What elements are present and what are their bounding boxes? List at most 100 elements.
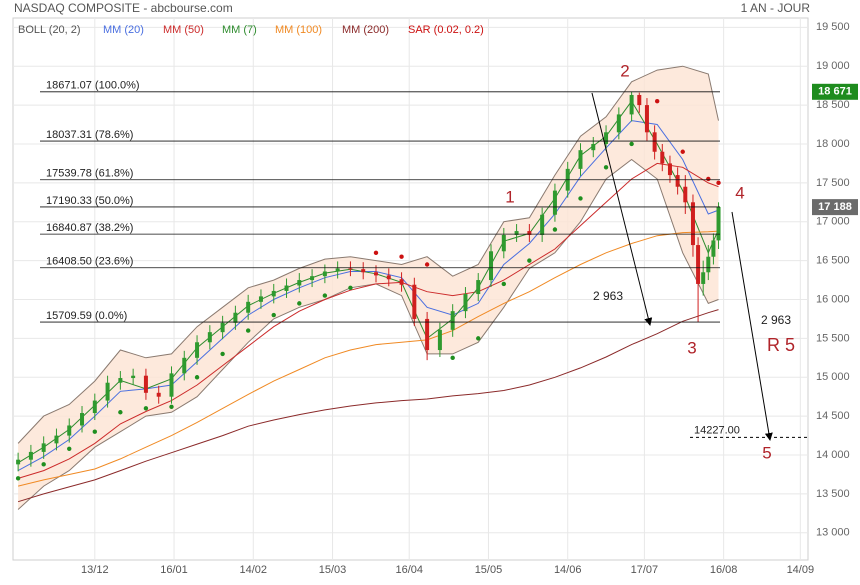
y-tick-label: 17 500 <box>816 177 850 189</box>
price-tag-label: 17 188 <box>818 201 852 213</box>
candle-body <box>683 186 688 203</box>
candle-body <box>629 94 634 115</box>
candle-body <box>143 375 148 393</box>
candle-body <box>690 202 695 246</box>
annotation: R 5 <box>767 335 795 355</box>
annotation: 1 <box>505 187 514 206</box>
candle-body <box>16 459 21 465</box>
overlay: 14227.00 1 2 3 4 5 R 5 2 963 2 963 <box>505 61 810 462</box>
y-tick-label: 17 000 <box>816 216 850 228</box>
sar-dot <box>680 149 685 154</box>
candle-body <box>604 132 609 144</box>
candle-body <box>322 271 327 277</box>
annotation: 4 <box>735 183 744 202</box>
header-period: 1 AN - JOUR <box>741 1 811 15</box>
candle-body <box>28 451 33 460</box>
sar-dot <box>578 196 583 201</box>
candle-body <box>335 268 340 272</box>
candle-body <box>450 311 455 330</box>
candle-body <box>711 240 716 257</box>
sar-dot <box>41 462 46 467</box>
candle-body <box>701 272 706 284</box>
candle-body <box>169 373 174 397</box>
arrow <box>591 92 653 326</box>
candle-body <box>540 214 545 235</box>
sar-dot <box>476 336 481 341</box>
candle-body <box>195 342 200 358</box>
candle-body <box>54 435 59 444</box>
candle-body <box>706 256 711 273</box>
candle-body <box>246 301 251 313</box>
sar-dot <box>220 351 225 357</box>
candle-body <box>578 150 583 169</box>
sar-dot <box>194 375 200 380</box>
y-tick-label: 15 000 <box>816 371 850 383</box>
sar-dot <box>297 301 302 306</box>
candle-body <box>476 280 481 295</box>
annotation: 5 <box>762 443 771 462</box>
sar-dot <box>245 328 251 333</box>
sar-dot <box>399 254 404 259</box>
candle-body <box>156 392 161 397</box>
price-tag-label: 18 671 <box>818 86 852 98</box>
y-tick-label: 14 000 <box>816 449 850 461</box>
price-tag <box>812 83 858 100</box>
legend-entry: BOLL (20, 2) <box>18 24 81 36</box>
candle-body <box>399 279 404 285</box>
candle-body <box>591 143 596 151</box>
candle-body <box>271 290 276 297</box>
candle-body <box>258 296 263 302</box>
x-tick-label: 16/04 <box>395 564 423 576</box>
candle-body <box>361 269 366 273</box>
bollinger-upper <box>17 65 719 444</box>
sar-dot <box>169 404 174 410</box>
moving-average <box>17 309 719 503</box>
candle-body <box>182 357 187 374</box>
candle-body <box>118 378 123 383</box>
candle-body <box>463 294 468 312</box>
candle-body <box>220 322 225 333</box>
candle-body <box>310 276 315 281</box>
candle-body <box>489 251 494 281</box>
annotation: 2 963 <box>761 313 791 327</box>
candle-body <box>716 206 721 241</box>
fibonacci: 18671.07 (100.0%) 18037.31 (78.6%) 17539.7… <box>40 80 720 323</box>
fib-label: 18037.31 (78.6%) <box>46 129 133 141</box>
annotation: 2 <box>620 61 629 80</box>
x-tick-label: 16/08 <box>710 564 738 576</box>
candle-body <box>652 132 657 152</box>
y-tick-label: 19 500 <box>816 21 850 33</box>
fib-label: 16408.50 (23.6%) <box>46 256 133 268</box>
candle-body <box>412 284 417 319</box>
candle-body <box>297 280 302 286</box>
sar-dot <box>706 176 711 182</box>
y-tick-label: 16 500 <box>816 255 850 267</box>
target-label: 14227.00 <box>694 424 740 436</box>
sar-dot <box>373 250 379 256</box>
legend-entry: MM (50) <box>163 24 204 36</box>
candle-body <box>131 375 136 379</box>
candle-body <box>552 190 557 215</box>
candle-body <box>527 231 532 235</box>
sar-dot <box>629 141 634 147</box>
price-tag <box>812 199 858 216</box>
fib-label: 16840.87 (38.2%) <box>46 222 133 234</box>
sar-dot <box>67 446 72 452</box>
sar-dot <box>654 99 660 104</box>
sar-dot <box>424 262 430 267</box>
candle-body <box>514 231 519 235</box>
header-bg <box>0 0 860 17</box>
sar-dot <box>322 293 328 298</box>
candle-body <box>80 413 85 426</box>
candle-body <box>696 245 701 284</box>
annotation: 2 963 <box>593 289 623 303</box>
candle-body <box>233 312 238 323</box>
x-tick-label: 17/07 <box>631 564 659 576</box>
y-tick-label: 13 500 <box>816 488 850 500</box>
candle-body <box>386 275 391 280</box>
candle-body <box>67 425 72 436</box>
candle-body <box>660 151 665 164</box>
sar-dot <box>501 281 507 287</box>
